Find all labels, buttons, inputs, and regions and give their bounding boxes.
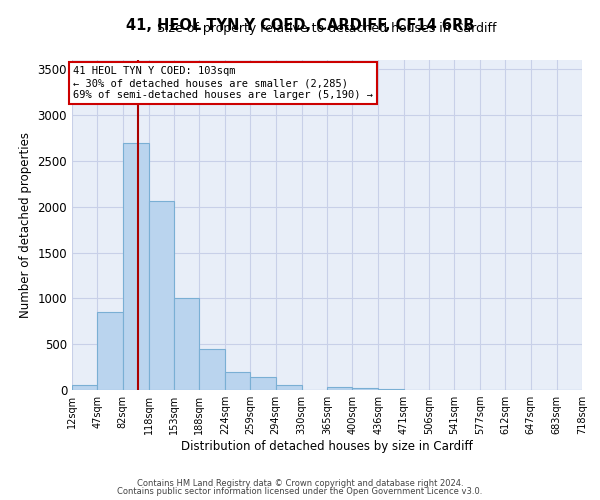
- Bar: [72, 386, 97, 390]
- Y-axis label: Number of detached properties: Number of detached properties: [19, 132, 32, 318]
- Bar: [327, 387, 352, 390]
- Bar: [276, 386, 302, 390]
- Text: 41, HEOL TYN Y COED, CARDIFF, CF14 6RB: 41, HEOL TYN Y COED, CARDIFF, CF14 6RB: [126, 18, 474, 32]
- Bar: [174, 298, 199, 390]
- Text: 41 HEOL TYN Y COED: 103sqm
← 30% of detached houses are smaller (2,285)
69% of s: 41 HEOL TYN Y COED: 103sqm ← 30% of deta…: [73, 66, 373, 100]
- Bar: [378, 389, 404, 390]
- Bar: [199, 349, 225, 390]
- Bar: [122, 142, 149, 390]
- Bar: [225, 372, 250, 390]
- Text: Contains HM Land Registry data © Crown copyright and database right 2024.: Contains HM Land Registry data © Crown c…: [137, 478, 463, 488]
- Text: Contains public sector information licensed under the Open Government Licence v3: Contains public sector information licen…: [118, 487, 482, 496]
- Bar: [97, 312, 122, 390]
- Bar: [352, 388, 378, 390]
- Bar: [149, 201, 174, 390]
- Title: Size of property relative to detached houses in Cardiff: Size of property relative to detached ho…: [157, 22, 497, 35]
- Bar: [250, 377, 276, 390]
- X-axis label: Distribution of detached houses by size in Cardiff: Distribution of detached houses by size …: [181, 440, 473, 453]
